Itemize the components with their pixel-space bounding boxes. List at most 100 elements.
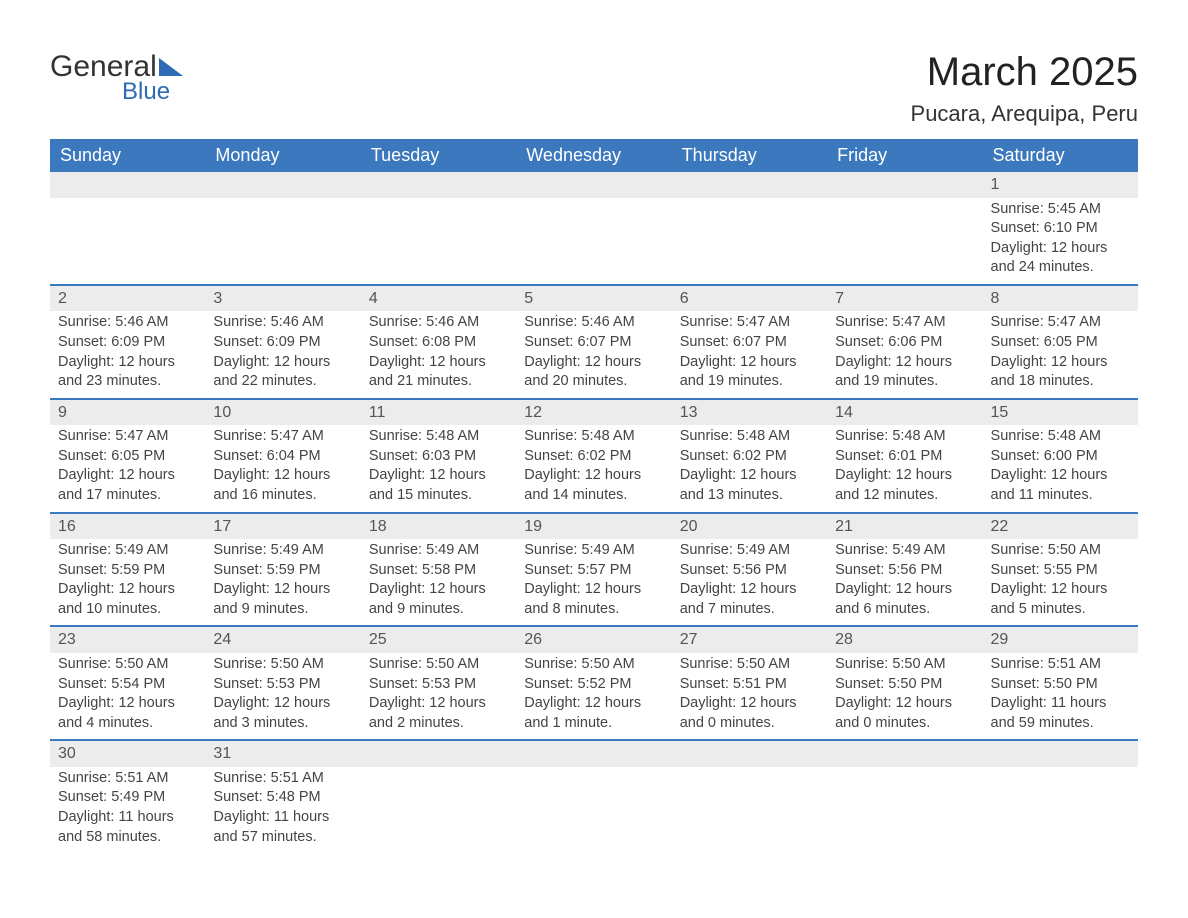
day-data-cell: Sunrise: 5:49 AMSunset: 5:59 PMDaylight:… [50, 539, 205, 626]
day-data-cell: Sunrise: 5:50 AMSunset: 5:54 PMDaylight:… [50, 653, 205, 740]
day-data-cell: Sunrise: 5:50 AMSunset: 5:51 PMDaylight:… [672, 653, 827, 740]
daylight-text-line2: and 3 minutes. [213, 714, 352, 734]
daylight-text-line2: and 17 minutes. [58, 486, 197, 506]
sunrise-text: Sunrise: 5:50 AM [680, 655, 819, 675]
daylight-text-line1: Daylight: 12 hours [835, 466, 974, 486]
day-data-cell: Sunrise: 5:51 AMSunset: 5:50 PMDaylight:… [983, 653, 1138, 740]
sunrise-text: Sunrise: 5:49 AM [58, 541, 197, 561]
daylight-text-line2: and 22 minutes. [213, 372, 352, 392]
sunrise-text: Sunrise: 5:48 AM [991, 427, 1130, 447]
day-data-row: Sunrise: 5:51 AMSunset: 5:49 PMDaylight:… [50, 767, 1138, 853]
daylight-text-line1: Daylight: 12 hours [524, 466, 663, 486]
day-number-cell: 5 [516, 285, 671, 312]
day-number-cell [205, 172, 360, 198]
daylight-text-line1: Daylight: 12 hours [369, 466, 508, 486]
day-header: Saturday [983, 139, 1138, 172]
daylight-text-line2: and 19 minutes. [680, 372, 819, 392]
day-number-cell [672, 740, 827, 767]
day-data-cell: Sunrise: 5:50 AMSunset: 5:55 PMDaylight:… [983, 539, 1138, 626]
sunrise-text: Sunrise: 5:50 AM [991, 541, 1130, 561]
daylight-text-line2: and 12 minutes. [835, 486, 974, 506]
day-data-cell: Sunrise: 5:47 AMSunset: 6:04 PMDaylight:… [205, 425, 360, 512]
daylight-text-line2: and 6 minutes. [835, 600, 974, 620]
sunset-text: Sunset: 5:57 PM [524, 561, 663, 581]
daylight-text-line2: and 21 minutes. [369, 372, 508, 392]
sunrise-text: Sunrise: 5:49 AM [835, 541, 974, 561]
sunset-text: Sunset: 5:55 PM [991, 561, 1130, 581]
sunrise-text: Sunrise: 5:47 AM [835, 313, 974, 333]
day-data-cell: Sunrise: 5:47 AMSunset: 6:05 PMDaylight:… [50, 425, 205, 512]
daylight-text-line2: and 57 minutes. [213, 828, 352, 848]
sunset-text: Sunset: 5:56 PM [835, 561, 974, 581]
daylight-text-line2: and 4 minutes. [58, 714, 197, 734]
sunset-text: Sunset: 6:03 PM [369, 447, 508, 467]
day-data-cell: Sunrise: 5:50 AMSunset: 5:50 PMDaylight:… [827, 653, 982, 740]
daylight-text-line2: and 11 minutes. [991, 486, 1130, 506]
daylight-text-line2: and 16 minutes. [213, 486, 352, 506]
day-number-row: 1 [50, 172, 1138, 198]
location: Pucara, Arequipa, Peru [911, 101, 1138, 127]
sunset-text: Sunset: 6:09 PM [213, 333, 352, 353]
daylight-text-line1: Daylight: 11 hours [58, 808, 197, 828]
sunrise-text: Sunrise: 5:49 AM [524, 541, 663, 561]
sunrise-text: Sunrise: 5:48 AM [524, 427, 663, 447]
sunrise-text: Sunrise: 5:47 AM [991, 313, 1130, 333]
daylight-text-line1: Daylight: 12 hours [524, 353, 663, 373]
logo-text-2: Blue [122, 78, 170, 106]
sunrise-text: Sunrise: 5:48 AM [835, 427, 974, 447]
day-data-cell: Sunrise: 5:48 AMSunset: 6:02 PMDaylight:… [516, 425, 671, 512]
day-number-cell [361, 740, 516, 767]
day-data-cell: Sunrise: 5:49 AMSunset: 5:58 PMDaylight:… [361, 539, 516, 626]
day-number-cell: 2 [50, 285, 205, 312]
day-data-cell: Sunrise: 5:51 AMSunset: 5:49 PMDaylight:… [50, 767, 205, 853]
day-number-cell: 10 [205, 399, 360, 426]
day-data-cell: Sunrise: 5:47 AMSunset: 6:06 PMDaylight:… [827, 311, 982, 398]
day-data-cell [827, 198, 982, 285]
daylight-text-line2: and 59 minutes. [991, 714, 1130, 734]
sunset-text: Sunset: 5:50 PM [991, 675, 1130, 695]
day-data-cell: Sunrise: 5:51 AMSunset: 5:48 PMDaylight:… [205, 767, 360, 853]
daylight-text-line1: Daylight: 12 hours [524, 580, 663, 600]
daylight-text-line1: Daylight: 12 hours [991, 466, 1130, 486]
sunset-text: Sunset: 5:50 PM [835, 675, 974, 695]
daylight-text-line2: and 13 minutes. [680, 486, 819, 506]
day-number-row: 2345678 [50, 285, 1138, 312]
sunset-text: Sunset: 6:05 PM [991, 333, 1130, 353]
day-data-cell [827, 767, 982, 853]
daylight-text-line2: and 5 minutes. [991, 600, 1130, 620]
calendar-table: Sunday Monday Tuesday Wednesday Thursday… [50, 139, 1138, 853]
day-number-cell: 16 [50, 513, 205, 540]
day-number-cell [361, 172, 516, 198]
day-number-row: 16171819202122 [50, 513, 1138, 540]
daylight-text-line1: Daylight: 12 hours [991, 580, 1130, 600]
day-data-cell [205, 198, 360, 285]
sunrise-text: Sunrise: 5:45 AM [991, 200, 1130, 220]
daylight-text-line2: and 14 minutes. [524, 486, 663, 506]
day-number-cell: 4 [361, 285, 516, 312]
day-data-cell: Sunrise: 5:45 AMSunset: 6:10 PMDaylight:… [983, 198, 1138, 285]
day-data-cell [516, 767, 671, 853]
day-number-cell: 3 [205, 285, 360, 312]
sunrise-text: Sunrise: 5:46 AM [524, 313, 663, 333]
sunrise-text: Sunrise: 5:51 AM [213, 769, 352, 789]
daylight-text-line2: and 2 minutes. [369, 714, 508, 734]
day-data-row: Sunrise: 5:47 AMSunset: 6:05 PMDaylight:… [50, 425, 1138, 512]
daylight-text-line2: and 23 minutes. [58, 372, 197, 392]
day-data-cell: Sunrise: 5:48 AMSunset: 6:01 PMDaylight:… [827, 425, 982, 512]
day-number-cell: 30 [50, 740, 205, 767]
day-header: Thursday [672, 139, 827, 172]
sunset-text: Sunset: 5:51 PM [680, 675, 819, 695]
daylight-text-line1: Daylight: 12 hours [213, 694, 352, 714]
header: General Blue March 2025 Pucara, Arequipa… [50, 50, 1138, 127]
sunrise-text: Sunrise: 5:51 AM [58, 769, 197, 789]
day-data-row: Sunrise: 5:50 AMSunset: 5:54 PMDaylight:… [50, 653, 1138, 740]
sunrise-text: Sunrise: 5:46 AM [213, 313, 352, 333]
daylight-text-line1: Daylight: 12 hours [213, 353, 352, 373]
sunrise-text: Sunrise: 5:47 AM [213, 427, 352, 447]
day-data-cell [516, 198, 671, 285]
sunset-text: Sunset: 6:02 PM [680, 447, 819, 467]
day-data-cell [361, 198, 516, 285]
daylight-text-line1: Daylight: 12 hours [835, 353, 974, 373]
daylight-text-line1: Daylight: 11 hours [991, 694, 1130, 714]
day-number-cell: 21 [827, 513, 982, 540]
